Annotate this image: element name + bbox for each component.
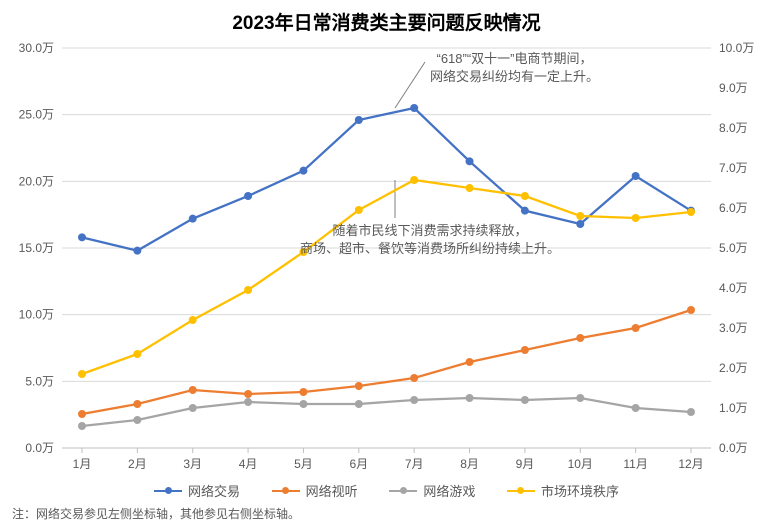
svg-text:3.0万: 3.0万 [719, 321, 748, 335]
svg-text:8月: 8月 [460, 457, 479, 471]
chart-container: 2023年日常消费类主要问题反映情况 0.0万5.0万10.0万15.0万20.… [0, 0, 773, 528]
legend-item-market-order: 市场环境秩序 [507, 481, 619, 500]
svg-text:8.0万: 8.0万 [719, 121, 748, 135]
legend: 网络交易 网络视听 网络游戏 市场环境秩序 [0, 478, 773, 500]
svg-text:25.0万: 25.0万 [19, 108, 54, 122]
series-marker-market_order [133, 350, 141, 358]
svg-text:9.0万: 9.0万 [719, 81, 748, 95]
axis-note: 注：网络交易参见左侧坐标轴，其他参见右侧坐标轴。 [12, 505, 300, 522]
series-marker-net_game [78, 422, 86, 430]
series-marker-market_order [244, 286, 252, 294]
series-marker-market_order [521, 192, 529, 200]
legend-label: 网络游戏 [423, 481, 475, 500]
svg-text:2月: 2月 [128, 457, 147, 471]
series-marker-net_trade [632, 172, 640, 180]
series-marker-net_game [299, 400, 307, 408]
legend-label: 网络视听 [306, 481, 358, 500]
svg-text:7月: 7月 [405, 457, 424, 471]
svg-text:3月: 3月 [183, 457, 202, 471]
svg-text:2.0万: 2.0万 [719, 361, 748, 375]
svg-text:5.0万: 5.0万 [719, 241, 748, 255]
series-marker-net_game [632, 404, 640, 412]
svg-text:15.0万: 15.0万 [19, 241, 54, 255]
svg-text:0.0万: 0.0万 [719, 441, 748, 455]
series-marker-net_trade [466, 157, 474, 165]
svg-text:5.0万: 5.0万 [25, 374, 54, 388]
series-marker-net_game [687, 408, 695, 416]
svg-text:5月: 5月 [294, 457, 313, 471]
svg-text:7.0万: 7.0万 [719, 161, 748, 175]
series-marker-net_trade [355, 116, 363, 124]
series-marker-market_order [632, 214, 640, 222]
series-marker-net_trade [576, 220, 584, 228]
svg-text:6月: 6月 [349, 457, 368, 471]
series-marker-net_video [78, 410, 86, 418]
series-marker-net_video [521, 346, 529, 354]
series-marker-net_trade [133, 247, 141, 255]
svg-text:20.0万: 20.0万 [19, 174, 54, 188]
svg-text:30.0万: 30.0万 [19, 41, 54, 55]
series-marker-net_trade [521, 207, 529, 215]
series-marker-net_trade [244, 192, 252, 200]
series-marker-net_game [355, 400, 363, 408]
legend-item-net-video: 网络视听 [272, 481, 358, 500]
series-marker-market_order [466, 184, 474, 192]
series-marker-market_order [687, 208, 695, 216]
svg-text:4.0万: 4.0万 [719, 281, 748, 295]
series-line-market_order [82, 180, 691, 374]
series-marker-market_order [576, 212, 584, 220]
series-marker-net_trade [189, 215, 197, 223]
series-marker-net_game [133, 416, 141, 424]
series-marker-market_order [355, 206, 363, 214]
annotation-offline-demand: 随着市民线下消费需求持续释放，商场、超市、餐饮等消费场所纠纷持续上升。 [300, 222, 560, 257]
series-marker-net_trade [299, 167, 307, 175]
svg-text:6.0万: 6.0万 [719, 201, 748, 215]
svg-text:1.0万: 1.0万 [719, 401, 748, 415]
series-marker-net_video [299, 388, 307, 396]
svg-text:10月: 10月 [568, 457, 593, 471]
svg-text:1月: 1月 [73, 457, 92, 471]
series-marker-net_video [355, 382, 363, 390]
series-marker-net_video [687, 306, 695, 314]
series-marker-net_game [576, 394, 584, 402]
series-marker-net_video [466, 358, 474, 366]
series-marker-net_video [410, 374, 418, 382]
series-marker-net_game [189, 404, 197, 412]
svg-text:4月: 4月 [239, 457, 258, 471]
series-marker-net_game [466, 394, 474, 402]
series-marker-market_order [410, 176, 418, 184]
series-line-net_game [82, 398, 691, 426]
series-marker-net_video [133, 400, 141, 408]
series-marker-net_video [189, 386, 197, 394]
svg-text:0.0万: 0.0万 [25, 441, 54, 455]
series-marker-net_game [521, 396, 529, 404]
series-marker-net_video [632, 324, 640, 332]
series-marker-net_video [576, 334, 584, 342]
series-line-net_video [82, 310, 691, 414]
series-marker-net_trade [410, 104, 418, 112]
legend-label: 网络交易 [188, 481, 240, 500]
svg-text:10.0万: 10.0万 [19, 308, 54, 322]
svg-text:11月: 11月 [623, 457, 647, 471]
svg-text:12月: 12月 [678, 457, 703, 471]
series-marker-net_trade [78, 233, 86, 241]
series-marker-market_order [78, 370, 86, 378]
series-marker-market_order [189, 316, 197, 324]
legend-label: 市场环境秩序 [541, 481, 619, 500]
legend-item-net-game: 网络游戏 [389, 481, 475, 500]
svg-text:9月: 9月 [516, 457, 535, 471]
series-marker-net_video [244, 390, 252, 398]
series-marker-net_game [410, 396, 418, 404]
series-marker-net_game [244, 398, 252, 406]
legend-item-net-trade: 网络交易 [154, 481, 240, 500]
line-chart: 0.0万 5.0万 10.0万 15.0万 20.0万 25.0万 30.0万 0.0万 1.0… [0, 0, 773, 528]
svg-text:10.0万: 10.0万 [719, 41, 754, 55]
annotation-618: “618”“双十一”电商节期间，网络交易纠纷均有一定上升。 [430, 50, 599, 85]
